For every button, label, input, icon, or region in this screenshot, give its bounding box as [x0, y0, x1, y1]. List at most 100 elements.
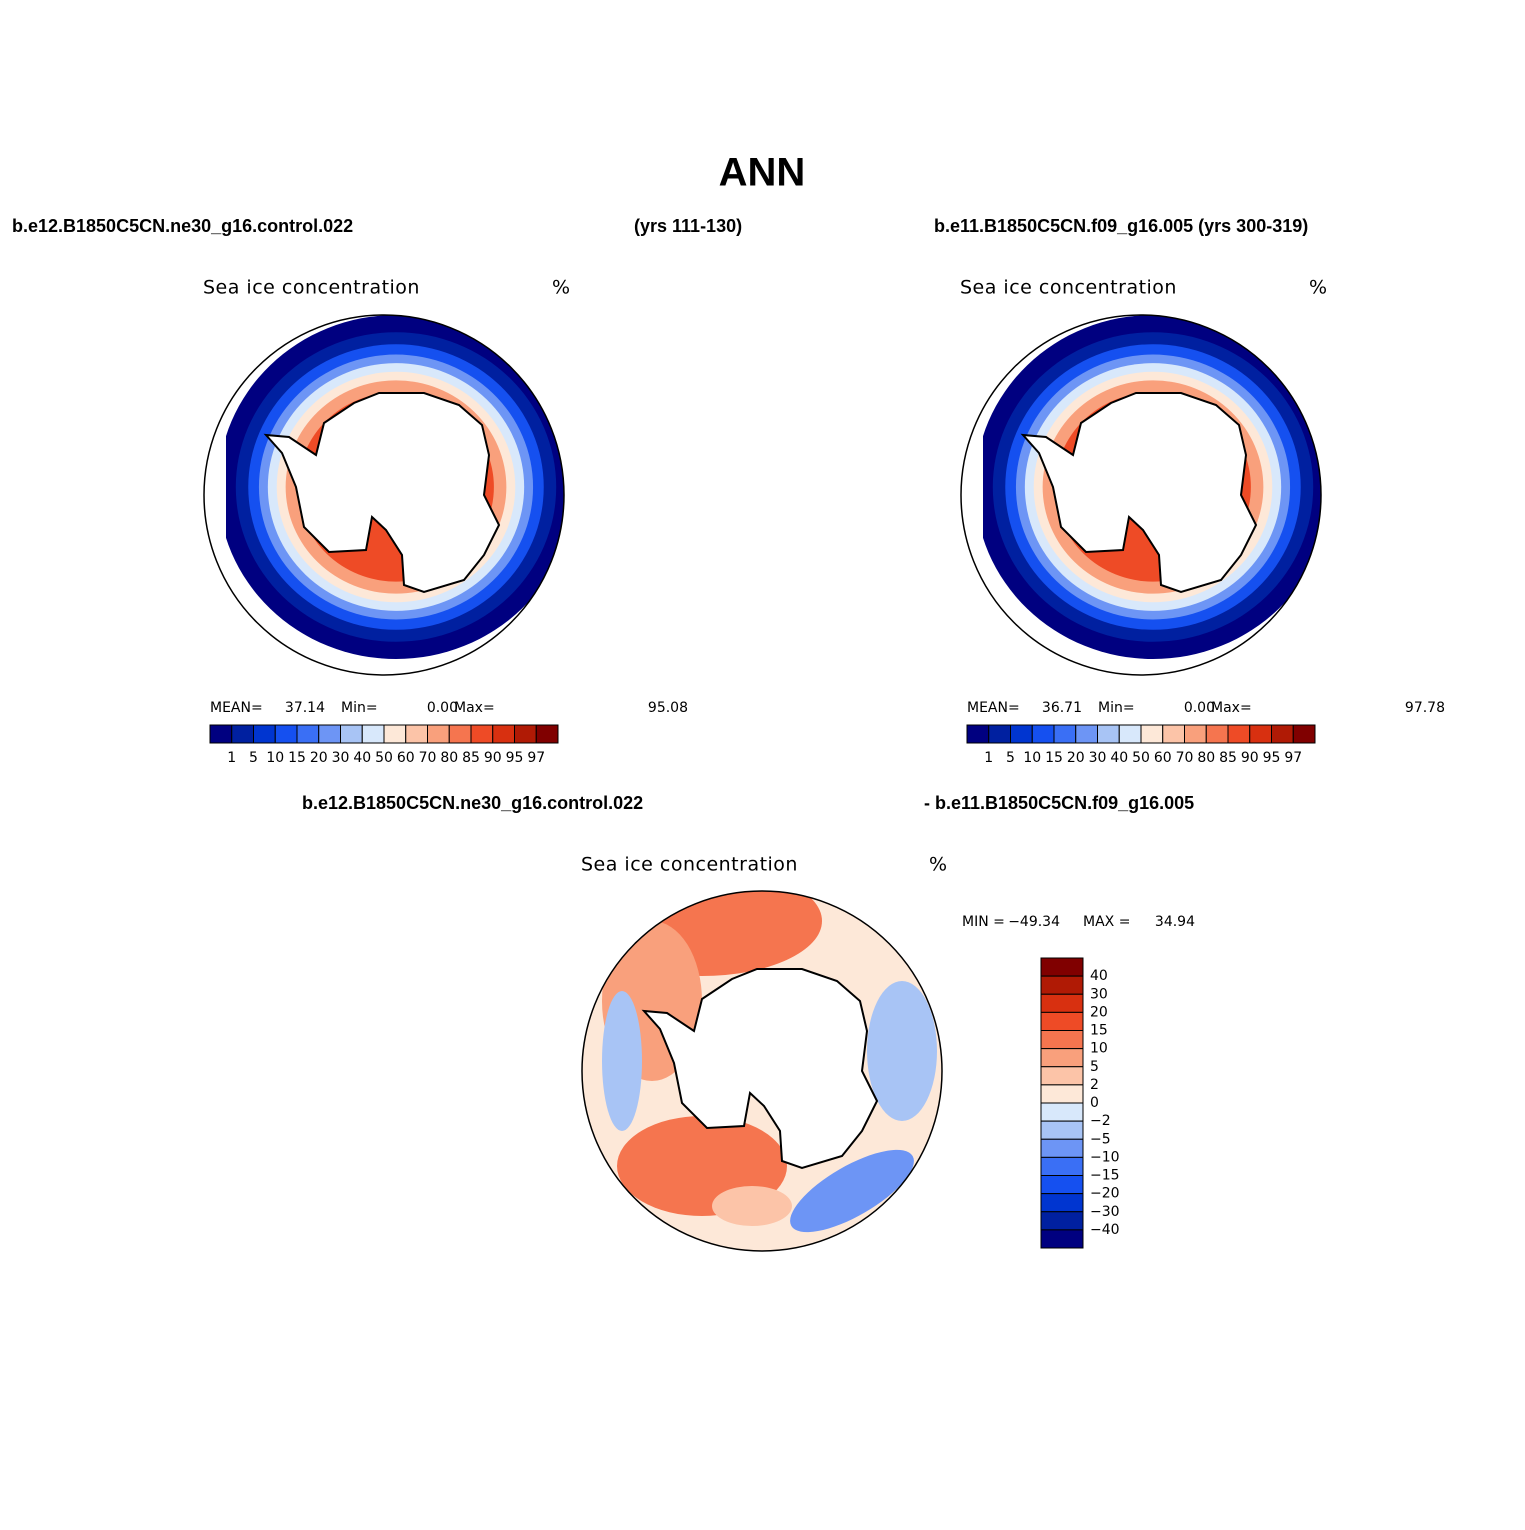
colorbar-label: −10 [1090, 1149, 1120, 1165]
colorbar-label: −5 [1090, 1131, 1111, 1147]
colorbar-box [1040, 1120, 1084, 1140]
colorbar-box [514, 724, 537, 744]
colorbar-label: 1 [984, 750, 993, 766]
colorbar-box [1040, 1011, 1084, 1031]
colorbar-label: 1 [227, 750, 236, 766]
colorbar-label: 5 [249, 750, 258, 766]
stat-label: Min= [341, 700, 378, 716]
colorbar-box [966, 724, 990, 744]
colorbar-box [1292, 724, 1316, 744]
colorbar-box [427, 724, 450, 744]
colorbar-label: 40 [1090, 968, 1108, 984]
panel-title: Sea ice concentration [203, 277, 420, 299]
missing-data [961, 435, 983, 555]
colorbar-box [1010, 724, 1033, 744]
colorbar-label: −30 [1090, 1204, 1120, 1220]
colorbar-label: 20 [1090, 1004, 1108, 1020]
colorbar-label: 15 [1090, 1023, 1108, 1039]
map-outline [581, 890, 943, 1252]
map-outline [203, 314, 565, 676]
antarctica [1020, 392, 1258, 594]
colorbar-box [1227, 724, 1251, 744]
colorbar-label: 85 [1219, 750, 1237, 766]
colorbar-box [1040, 1030, 1084, 1050]
colorbar-box [1097, 724, 1120, 744]
colorbar-label: 80 [440, 750, 458, 766]
diff-contour [867, 981, 937, 1121]
colorbar-label: 5 [1090, 1059, 1099, 1075]
diff-contour [582, 891, 822, 976]
colorbar-label: −20 [1090, 1186, 1120, 1202]
colorbar-label: 30 [332, 750, 350, 766]
colorbar-box [535, 724, 559, 744]
diff-contour [712, 1186, 792, 1226]
colorbar-box [296, 724, 320, 744]
colorbar-box [1040, 1138, 1084, 1158]
colorbar-box [253, 724, 276, 744]
max-label: MAX = [1083, 914, 1130, 930]
colorbar-label: 50 [375, 750, 393, 766]
colorbar-label: 30 [1090, 986, 1108, 1002]
colorbar-box [1040, 993, 1084, 1013]
colorbar-label: 10 [1023, 750, 1041, 766]
case-b-label: b.e11.B1850C5CN.f09_g16.005 (yrs 300-319… [934, 216, 1308, 236]
colorbar-label: 50 [1132, 750, 1150, 766]
diff-title: Sea ice concentration [581, 854, 798, 876]
years-label: (yrs 111-130) [634, 216, 742, 236]
colorbar-label: 40 [1110, 750, 1128, 766]
colorbar-box [1053, 724, 1077, 744]
stat-label: Max= [1211, 700, 1252, 716]
stat-label: MEAN= [967, 700, 1020, 716]
colorbar-box [340, 724, 363, 744]
colorbar-label: −15 [1090, 1168, 1120, 1184]
colorbar-box [1040, 1084, 1084, 1104]
stat-value: 97.78 [1405, 700, 1445, 716]
colorbar-label: 10 [266, 750, 284, 766]
colorbar-label: 70 [1176, 750, 1194, 766]
stat-value: 95.08 [648, 700, 688, 716]
stat-value: 36.71 [1042, 700, 1082, 716]
antarctica [263, 392, 501, 594]
stat-label: Min= [1098, 700, 1135, 716]
panel-title: Sea ice concentration [960, 277, 1177, 299]
diff-case-a: b.e12.B1850C5CN.ne30_g16.control.022 [302, 793, 643, 813]
colorbar-label: 5 [1006, 750, 1015, 766]
figure-title: ANN [719, 151, 806, 195]
diff-contour [602, 991, 642, 1131]
case-a-label: b.e12.B1850C5CN.ne30_g16.control.022 [12, 216, 353, 236]
stat-value: 0.00 [427, 700, 458, 716]
stat-value: 37.14 [285, 700, 325, 716]
colorbar-box [231, 724, 254, 744]
colorbar-box [492, 724, 515, 744]
colorbar-label: 15 [1045, 750, 1063, 766]
colorbar-box [1249, 724, 1272, 744]
min-value: −49.34 [1008, 914, 1060, 930]
colorbar-box [405, 724, 428, 744]
max-value: 34.94 [1155, 914, 1195, 930]
colorbar-box [1040, 1048, 1084, 1068]
colorbar-box [1040, 1156, 1084, 1176]
colorbar-label: 20 [1067, 750, 1085, 766]
colorbar-box [1205, 724, 1229, 744]
panel-units: % [1309, 277, 1328, 299]
colorbar-label: 40 [353, 750, 371, 766]
colorbar-box [988, 724, 1011, 744]
colorbar-box [209, 724, 233, 744]
colorbar-box [274, 724, 298, 744]
antarctica [641, 968, 879, 1170]
colorbar-label: 60 [1154, 750, 1172, 766]
colorbar-label: 80 [1197, 750, 1215, 766]
colorbar-label: 20 [310, 750, 328, 766]
colorbar-label: 70 [419, 750, 437, 766]
colorbar-box [1040, 957, 1084, 977]
colorbar-box [1184, 724, 1207, 744]
colorbar-label: 2 [1090, 1077, 1099, 1093]
colorbar-label: 95 [1263, 750, 1281, 766]
colorbar-label: 60 [397, 750, 415, 766]
colorbar-box [448, 724, 472, 744]
missing-data [204, 435, 226, 555]
colorbar-box [1040, 1193, 1084, 1213]
map [204, 315, 564, 675]
min-label: MIN = [962, 914, 1005, 930]
colorbar-box [470, 724, 494, 744]
